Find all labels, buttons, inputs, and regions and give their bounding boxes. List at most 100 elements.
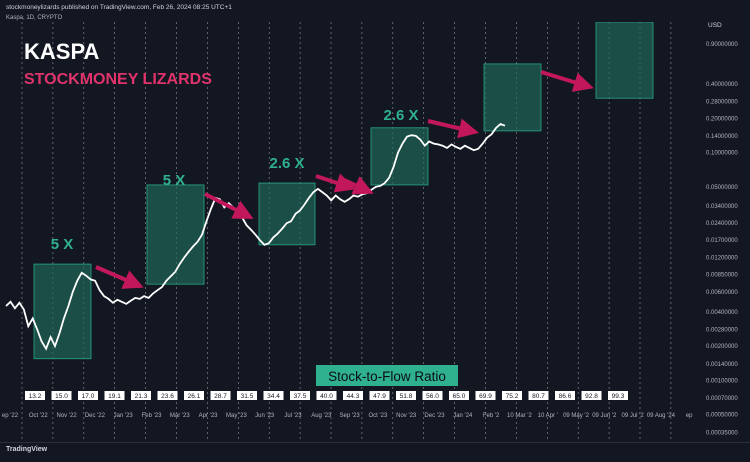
s2f-value: 37.5 (294, 393, 307, 400)
time-tick-label: Dec '23 (424, 413, 445, 419)
s2f-value-box (581, 391, 602, 400)
s2f-value-box (475, 391, 496, 400)
s2f-value: 19.1 (108, 393, 121, 400)
s2f-values-row: 13.2 15.0 17.0 19.1 21.3 23.6 26.1 28.7 31.5 34.4… (25, 391, 628, 400)
time-tick-label: Sep '23 (340, 413, 361, 419)
time-tick-label: Mar '23 (170, 413, 190, 419)
s2f-value-box (608, 391, 628, 400)
trend-arrows (95, 70, 594, 289)
price-series (5, 122, 506, 351)
multiple-label: 2.6 X (269, 155, 304, 172)
time-tick-label: Feb '2 (483, 413, 500, 419)
multiple-label: 5 X (163, 172, 186, 189)
time-axis: ep '22 Oct '22 Nov '22 Dec '22 Jan '23 Feb '2… (2, 413, 693, 419)
author-title: STOCKMONEY LIZARDS (24, 71, 212, 88)
s2f-value: 56.0 (426, 393, 439, 400)
cycle-box (370, 127, 429, 186)
s2f-value: 34.4 (267, 393, 280, 400)
price-axis: 0.90000000 0.40000000 0.28000000 0.20000000… (700, 22, 750, 440)
multiple-labels: 5 X 5 X 2.6 X 2.6 X (51, 107, 419, 253)
s2f-value-box (184, 391, 204, 400)
price-tick-label: 0.00100000 (706, 378, 738, 384)
time-tick-label: 09 Jun '2 (592, 413, 617, 419)
time-tick-label: 09 May '2 (563, 413, 589, 419)
s2f-value: 80.7 (532, 393, 545, 400)
price-tick-label: 0.01700000 (706, 238, 738, 244)
time-tick-label: Nov '23 (396, 413, 417, 419)
price-axis-bg (700, 22, 750, 440)
time-tick-label: Apr '23 (199, 413, 218, 419)
s2f-value: 13.2 (29, 393, 42, 400)
price-tick-label: 0.00850000 (706, 273, 738, 279)
time-tick-label: Aug '23 (311, 413, 332, 419)
price-tick-label: 0.20000000 (706, 116, 738, 122)
price-tick-label: 0.00050000 (706, 413, 738, 419)
s2f-annotation-box (316, 365, 458, 386)
price-line-layer (5, 122, 506, 351)
price-tick-label: 0.10000000 (706, 151, 738, 157)
cycle-box (258, 182, 316, 246)
cycle-box (146, 184, 205, 285)
price-tick-label: 0.90000000 (706, 42, 738, 48)
price-chart[interactable]: 0.90000000 0.40000000 0.28000000 0.20000000… (0, 22, 750, 442)
s2f-value-box (449, 391, 469, 400)
s2f-value: 17.0 (82, 393, 95, 400)
s2f-value-box (78, 391, 98, 400)
time-tick-label: Jun '23 (255, 413, 275, 419)
time-tick-label: Jan '23 (114, 413, 134, 419)
s2f-value-box (157, 391, 178, 400)
s2f-annotation: Stock-to-Flow Ratio (328, 369, 446, 384)
cycle-boxes (33, 22, 654, 360)
price-tick-label: 0.00200000 (706, 344, 738, 350)
time-tick-label: Nov '22 (57, 413, 78, 419)
s2f-value-box (237, 391, 257, 400)
time-tick-label: Jul '23 (284, 413, 302, 419)
s2f-value-box (51, 391, 72, 400)
price-tick-label: 0.00070000 (706, 396, 738, 402)
s2f-value-box (131, 391, 151, 400)
currency-label: USD (708, 22, 722, 29)
trend-arrow (204, 192, 254, 219)
time-tick-label: Dec '22 (85, 413, 106, 419)
s2f-value: 40.0 (320, 393, 333, 400)
s2f-value: 47.9 (373, 393, 386, 400)
footer-bar: TradingView (0, 442, 750, 462)
s2f-value: 92.8 (585, 393, 598, 400)
s2f-value-box (210, 391, 231, 400)
time-tick-label: Oct '23 (368, 413, 387, 419)
time-tick-label: Feb '23 (142, 413, 162, 419)
cycle-box (483, 63, 542, 132)
multiple-label: 2.6 X (383, 107, 418, 124)
price-tick-label: 0.00400000 (706, 310, 738, 316)
time-tick-label: Oct '22 (29, 413, 48, 419)
s2f-value: 23.6 (161, 393, 174, 400)
s2f-value: 86.6 (559, 393, 572, 400)
price-tick-label: 0.03400000 (706, 204, 738, 210)
price-tick-label: 0.05000000 (706, 185, 738, 191)
price-tick-label: 0.40000000 (706, 82, 738, 88)
price-tick-label: 0.01200000 (706, 255, 738, 261)
s2f-value: 75.2 (506, 393, 519, 400)
trend-arrow (343, 176, 374, 195)
s2f-value-box (502, 391, 522, 400)
asset-title: KASPA (24, 39, 99, 64)
price-tick-label: 0.00140000 (706, 362, 738, 368)
time-tick-label: 10 Mar '2 (507, 413, 532, 419)
trend-arrow (315, 173, 356, 193)
s2f-value-box (25, 391, 45, 400)
s2f-value: 26.1 (188, 393, 201, 400)
price-tick-label: 0.28000000 (706, 100, 738, 106)
multiple-label: 5 X (51, 236, 74, 253)
s2f-value: 21.3 (135, 393, 148, 400)
s2f-value-box (528, 391, 549, 400)
s2f-value: 15.0 (55, 393, 68, 400)
s2f-value-box (396, 391, 416, 400)
s2f-value: 44.3 (347, 393, 360, 400)
time-tick-label: 10 Apr ' (538, 413, 558, 419)
trend-arrow (540, 70, 594, 92)
price-tick-label: 0.00035000 (706, 430, 738, 436)
tradingview-logo: TradingView (6, 446, 48, 453)
s2f-value-box (290, 391, 310, 400)
publish-header: stockmoneylizards published on TradingVi… (6, 4, 232, 11)
time-tick-label: ep (686, 413, 693, 419)
